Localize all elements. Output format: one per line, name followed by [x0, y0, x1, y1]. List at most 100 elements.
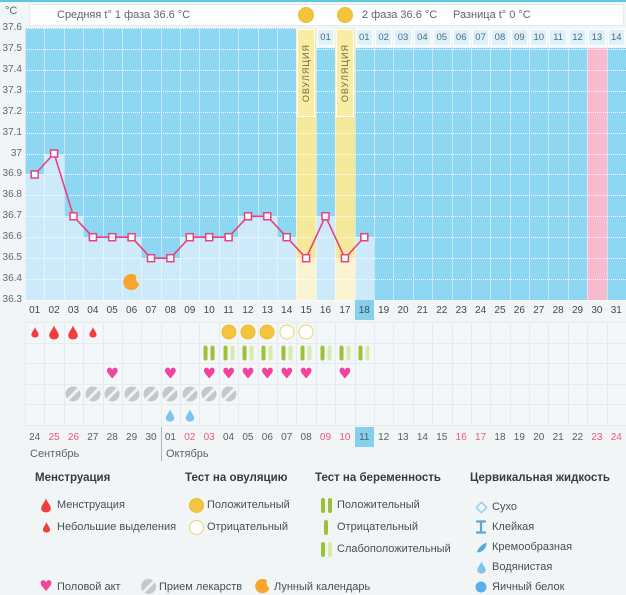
- date-cell[interactable]: 28: [106, 431, 118, 443]
- cycle-day-cell[interactable]: 09: [184, 304, 196, 316]
- cycle-day-cell[interactable]: 28: [552, 304, 564, 316]
- intercourse-heart-icon: ♥: [163, 364, 178, 382]
- date-cell[interactable]: 24: [29, 431, 41, 443]
- date-cell[interactable]: 07: [281, 431, 293, 443]
- spotting-drop-icon: [88, 326, 97, 338]
- cycle-day-cell[interactable]: 20: [397, 304, 409, 316]
- intercourse-heart-icon: ♥: [105, 364, 119, 382]
- pill-slash: [104, 386, 120, 402]
- date-cell[interactable]: 29: [126, 431, 138, 443]
- dpo-cell: 07: [471, 29, 490, 46]
- date-cell[interactable]: 17: [475, 431, 487, 443]
- cycle-day-cell[interactable]: 16: [319, 304, 332, 316]
- date-cell[interactable]: 19: [513, 431, 525, 443]
- cycle-day-cell[interactable]: 04: [87, 304, 99, 316]
- cycle-day-cell[interactable]: 30: [591, 304, 603, 316]
- event-cell: [223, 345, 235, 361]
- cycle-day-cell[interactable]: 02: [48, 304, 60, 316]
- cycle-day-cell[interactable]: 26: [513, 304, 525, 316]
- event-cell: [240, 324, 256, 340]
- cycle-day-cell[interactable]: 14: [281, 304, 293, 316]
- event-cell: ♥: [280, 366, 293, 381]
- ovulation-test-positive-icon: [259, 324, 275, 340]
- cycle-day-cell[interactable]: 24: [475, 304, 487, 316]
- date-cell[interactable]: 12: [378, 431, 390, 443]
- cycle-day-cell[interactable]: 12: [242, 304, 254, 316]
- grid-vline: [83, 322, 85, 425]
- cycle-day-cell[interactable]: 01: [29, 304, 41, 316]
- legend-extra-item: Прием лекарств: [137, 578, 242, 595]
- date-cell[interactable]: 27: [87, 431, 99, 443]
- pregnancy-test-weak-positive-icon: [358, 345, 370, 361]
- event-cell: ♥: [299, 366, 312, 381]
- date-cell[interactable]: 24: [610, 431, 622, 443]
- cycle-day-cell[interactable]: 07: [145, 304, 157, 316]
- date-cell[interactable]: 14: [416, 431, 428, 443]
- date-cell[interactable]: 26: [67, 431, 80, 443]
- pill-slash: [162, 386, 178, 402]
- cycle-day-cell[interactable]: 23: [455, 304, 467, 316]
- cycle-day-cell[interactable]: 17: [339, 304, 351, 316]
- cycle-day-cell[interactable]: 08: [164, 304, 176, 316]
- ovulation-test-negative-icon: [188, 519, 204, 535]
- dpo-cell: 01: [355, 29, 373, 46]
- date-cell[interactable]: 16: [455, 431, 467, 443]
- cycle-day-cell[interactable]: 15: [300, 304, 312, 316]
- y-axis-label: 36.8: [2, 189, 22, 201]
- cycle-day-cell[interactable]: 29: [571, 304, 584, 316]
- pregnancy-test-weak-positive-icon: [242, 345, 254, 361]
- date-cell[interactable]: 04: [222, 431, 235, 443]
- date-cell[interactable]: 20: [533, 431, 545, 443]
- grid-vline: [470, 322, 472, 425]
- ovulation-column-label: ОВУЛЯЦИЯ: [336, 29, 354, 117]
- date-cell[interactable]: 25: [48, 431, 60, 443]
- date-cell[interactable]: 03: [203, 431, 215, 443]
- event-cell: [259, 324, 275, 340]
- date-cell[interactable]: 10: [339, 431, 351, 443]
- cycle-day-cell[interactable]: 05: [106, 304, 118, 316]
- cycle-day-cell[interactable]: 21: [416, 304, 428, 316]
- cycle-day-cell[interactable]: 31: [610, 304, 622, 316]
- cycle-day-cell[interactable]: 22: [436, 304, 448, 316]
- cycle-day-cell[interactable]: 06: [126, 304, 138, 316]
- grid-vline: [257, 322, 259, 425]
- date-cell[interactable]: 06: [261, 431, 273, 443]
- grid-vline: [373, 322, 375, 425]
- date-cell[interactable]: 18: [494, 431, 506, 443]
- cycle-day-cell[interactable]: 19: [378, 304, 390, 316]
- day-column: [432, 48, 452, 300]
- cycle-day-cell[interactable]: 10: [203, 304, 215, 316]
- y-axis-label: 37.3: [2, 84, 22, 96]
- cycle-day-cell[interactable]: 11: [223, 304, 234, 316]
- date-cell[interactable]: 08: [300, 431, 312, 443]
- legend-item: Водянистая: [470, 558, 552, 576]
- cycle-day-cell[interactable]: 03: [67, 304, 80, 316]
- date-cell[interactable]: 02: [184, 431, 196, 443]
- date-cell[interactable]: 13: [397, 431, 409, 443]
- legend-item-label: Половой акт: [57, 580, 121, 593]
- event-cell: [242, 345, 254, 361]
- y-axis-label: 37.4: [2, 63, 22, 75]
- date-cell[interactable]: 21: [552, 431, 564, 443]
- day-column: [470, 48, 491, 300]
- cycle-day-cell[interactable]: 18: [354, 300, 374, 320]
- date-cell[interactable]: 30: [145, 431, 157, 443]
- cycle-day-cell[interactable]: 25: [494, 304, 506, 316]
- month-label-september: Сентябрь: [30, 448, 80, 460]
- date-cell[interactable]: 15: [436, 431, 448, 443]
- date-cell[interactable]: 09: [319, 431, 332, 443]
- date-cell[interactable]: 05: [242, 431, 254, 443]
- pill-slash: [182, 386, 198, 402]
- test-bar: [327, 541, 332, 557]
- date-cell[interactable]: 11: [354, 427, 374, 447]
- legend-icon-cell: [35, 497, 57, 513]
- cycle-day-cell[interactable]: 27: [533, 304, 545, 316]
- cycle-day-cell[interactable]: 13: [261, 304, 273, 316]
- day-column: [509, 48, 530, 300]
- month-label-october: Октябрь: [166, 448, 209, 460]
- date-cell[interactable]: 01: [164, 431, 176, 443]
- date-cell[interactable]: 23: [591, 431, 603, 443]
- temp-difference-label: Разница t° 0 °C: [453, 9, 531, 21]
- medication-pill-icon: [182, 386, 198, 402]
- date-cell[interactable]: 22: [571, 431, 584, 443]
